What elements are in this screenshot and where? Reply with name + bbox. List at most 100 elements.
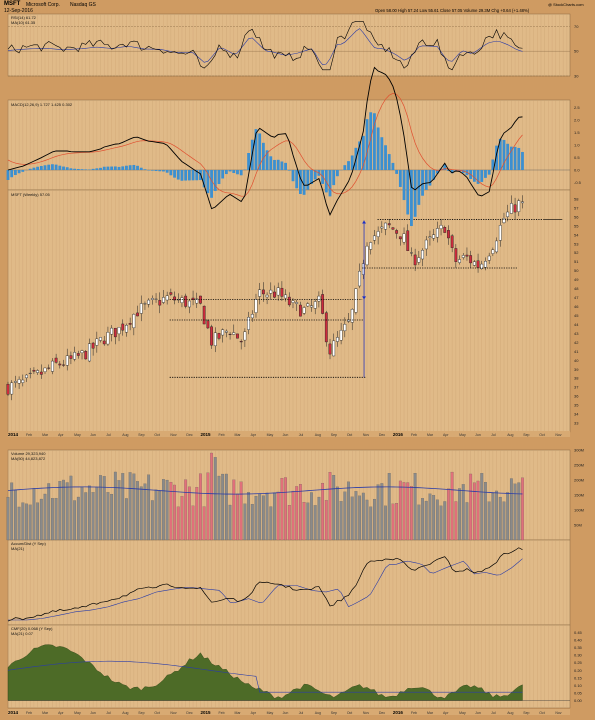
rsi-ma-line [7, 28, 523, 66]
cmf-tick-label: 0.35 [574, 645, 583, 650]
volume-bar-up [332, 475, 336, 541]
volume-bar-up [428, 493, 432, 541]
volume-ma-line [7, 486, 523, 495]
month-label: Nov [555, 711, 561, 715]
cmf-ma-label: MA(21) 0.07 [11, 631, 34, 636]
volume-bar-down [173, 484, 176, 541]
month-label: May [459, 711, 466, 715]
ad-plot-area [7, 539, 571, 626]
rsi-line [7, 21, 523, 71]
volume-tick-label: 100M [574, 508, 584, 513]
up-candle [487, 255, 491, 261]
volume-bar-down [206, 472, 210, 541]
up-candle [150, 298, 154, 300]
macd-histogram-bar [102, 166, 106, 170]
macd-tick-label: 0.0 [574, 168, 580, 173]
rsi-tick-label: 50 [574, 49, 579, 54]
up-candle [332, 340, 336, 357]
volume-bar-up [136, 481, 139, 541]
volume-bar-up [73, 500, 77, 541]
macd-histogram-bar [313, 170, 317, 180]
up-candle [65, 355, 69, 366]
up-candle [95, 338, 99, 346]
up-candle [435, 228, 439, 238]
volume-bar-down [454, 501, 458, 541]
macd-histogram-bar [195, 170, 199, 181]
price-tick-label: 46 [574, 304, 579, 309]
macd-histogram-bar [291, 170, 295, 182]
cmf-tick-label: 0.45 [574, 630, 583, 635]
up-candle [461, 255, 465, 258]
volume-bar-down [169, 481, 173, 541]
up-candle [361, 263, 365, 275]
macd-histogram-bar [125, 165, 128, 170]
macd-histogram-bar [413, 170, 417, 217]
macd-histogram-bar [54, 164, 58, 170]
macd-tick-label: 1.5 [574, 130, 580, 135]
volume-bar-up [65, 482, 69, 541]
down-candle [476, 260, 480, 268]
chart-date: 12-Sep-2016 [4, 8, 33, 14]
volume-bar-up [91, 492, 95, 541]
down-candle [447, 230, 450, 239]
macd-histogram-bar [509, 146, 513, 170]
down-candle [136, 312, 139, 317]
up-candle [265, 294, 269, 298]
down-candle [217, 333, 221, 339]
price-plot-area [7, 189, 571, 433]
up-candle [480, 263, 484, 269]
price-tick-label: 56 [574, 214, 579, 219]
price-tick-label: 38 [574, 376, 579, 381]
macd-histogram-bar [113, 166, 117, 170]
up-candle [14, 381, 17, 383]
cmf-tick-label: 0.25 [574, 660, 583, 665]
macd-histogram-bar [76, 169, 80, 170]
price-tick-label: 49 [574, 277, 579, 282]
rsi-tick-label: 70 [574, 24, 579, 29]
accdist-title: Accum/Dist (Y Sep) [11, 541, 46, 546]
volume-bar-up [498, 496, 502, 541]
volume-bar-up [32, 488, 36, 541]
volume-bar-up [84, 492, 88, 541]
volume-bar-up [432, 495, 436, 541]
month-label: Nov [555, 433, 561, 437]
volume-bar-up [384, 505, 387, 541]
volume-bar-up [117, 480, 121, 541]
up-candle [380, 226, 384, 229]
month-label: Aug [507, 433, 513, 437]
macd-histogram-bar [428, 170, 432, 186]
month-label: Jul [106, 433, 111, 437]
cmf-tick-label: 0.05 [574, 690, 583, 695]
price-tick-label: 40 [574, 358, 579, 363]
month-label: Oct [347, 711, 352, 715]
month-label: Dec [379, 433, 385, 437]
down-candle [443, 227, 447, 233]
volume-bar-up [254, 495, 258, 541]
month-label: Jun [475, 433, 481, 437]
macd-histogram-bar [91, 168, 95, 170]
volume-bar-up [25, 503, 28, 541]
price-tick-label: 44 [574, 322, 579, 327]
volume-bar-down [195, 487, 199, 541]
month-label: Apr [58, 711, 64, 715]
volume-bar-up [265, 492, 269, 541]
volume-bar-up [51, 498, 54, 541]
macd-histogram-bar [224, 170, 228, 175]
price-tick-label: 47 [574, 295, 579, 300]
macd-histogram-bar [99, 167, 102, 170]
up-candle [25, 374, 28, 379]
macd-histogram-bar [472, 170, 476, 182]
month-label: Sep [523, 711, 529, 715]
down-candle [298, 304, 302, 317]
up-candle [99, 337, 102, 341]
macd-tick-label: 2.5 [574, 105, 580, 110]
volume-bar-up [36, 502, 40, 541]
macd-histogram-bar [384, 145, 387, 170]
volume-bar-down [280, 478, 284, 541]
volume-bar-up [443, 501, 447, 541]
macd-histogram-bar [410, 170, 413, 227]
volume-bar-up [435, 499, 439, 541]
macd-histogram-bar [332, 170, 336, 186]
macd-histogram-bar [454, 170, 458, 172]
cmf-ma-line [7, 660, 523, 693]
